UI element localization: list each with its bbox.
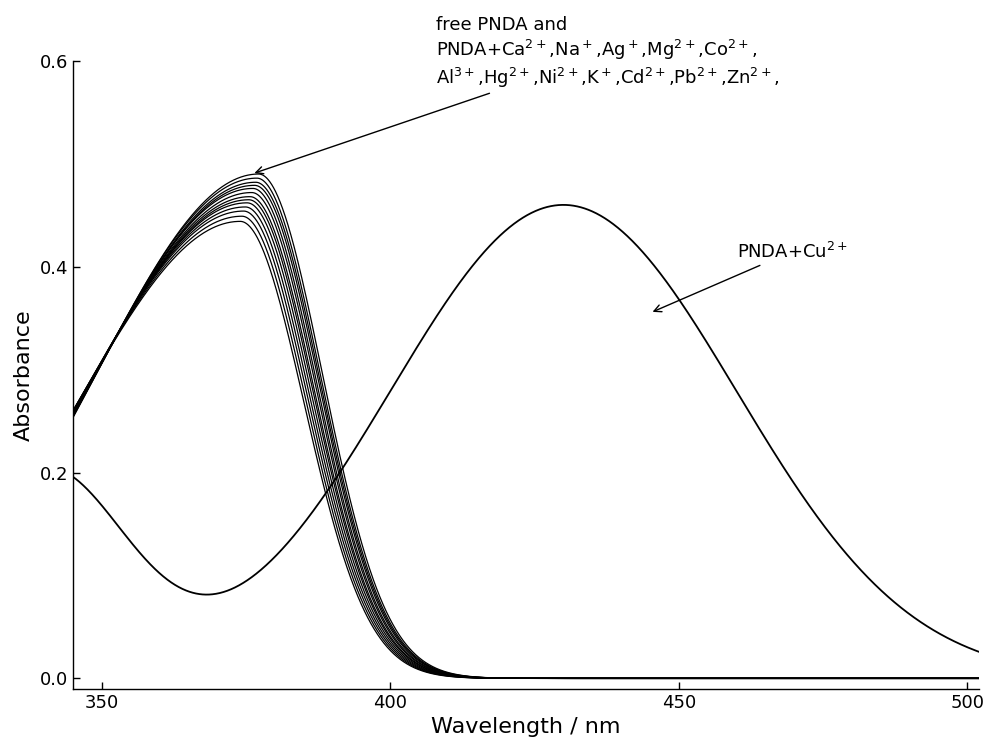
- Text: PNDA+Cu$^{2+}$: PNDA+Cu$^{2+}$: [654, 241, 848, 312]
- X-axis label: Wavelength / nm: Wavelength / nm: [431, 717, 621, 737]
- Y-axis label: Absorbance: Absorbance: [14, 309, 34, 441]
- Text: free PNDA and
PNDA+Ca$^{2+}$,Na$^+$,Ag$^+$,Mg$^{2+}$,Co$^{2+}$,
Al$^{3+}$,Hg$^{2: free PNDA and PNDA+Ca$^{2+}$,Na$^+$,Ag$^…: [256, 17, 780, 173]
